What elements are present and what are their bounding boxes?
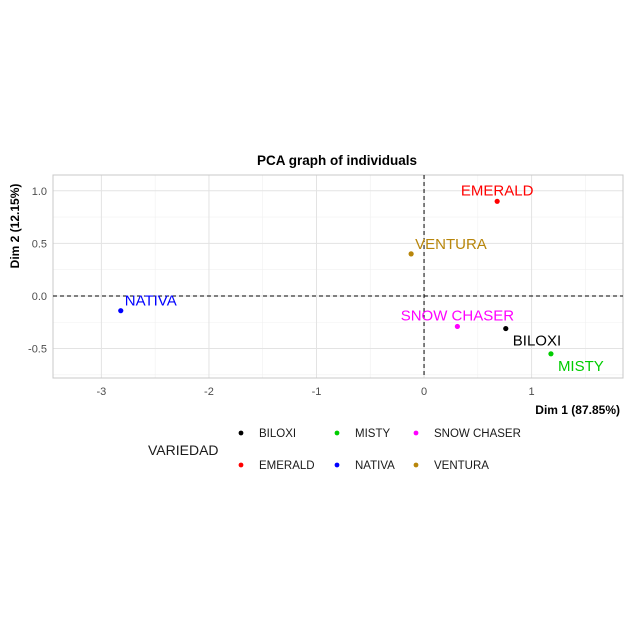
legend-key <box>334 462 340 468</box>
plot-panel: BILOXI EMERALD MISTY NATIVA SNOW CHASER VENTU… <box>52 174 624 379</box>
legend-key <box>238 462 244 468</box>
data-point <box>408 251 414 257</box>
data-point-label: SNOW CHASER <box>401 307 515 324</box>
data-point-label: EMERALD <box>461 182 534 199</box>
legend-label: NATIVA <box>355 460 395 472</box>
legend-key <box>238 430 244 436</box>
y-axis-title: Dim 2 (12.15%) <box>8 184 22 269</box>
legend: VARIEDAD BILOXI EMERALD MISTY NATIVA SNOW CH… <box>148 428 521 472</box>
legend-key <box>413 430 419 436</box>
y-tick-label: -0.5 <box>28 344 47 356</box>
y-tick-label: 0.5 <box>32 238 47 250</box>
data-point <box>118 308 124 314</box>
legend-label: EMERALD <box>259 460 315 472</box>
panel-border <box>52 174 624 379</box>
legend-label: SNOW CHASER <box>434 428 521 440</box>
legend-title: VARIEDAD <box>148 442 219 458</box>
data-point-label: MISTY <box>558 358 604 375</box>
x-tick-label: -3 <box>97 386 107 398</box>
legend-label: BILOXI <box>259 428 296 440</box>
x-tick-label: 1 <box>529 386 535 398</box>
chart-title: PCA graph of individuals <box>257 153 417 168</box>
data-point <box>494 198 500 204</box>
data-point-label: VENTURA <box>415 236 487 253</box>
x-tick-label: -1 <box>312 386 322 398</box>
x-tick-label: -2 <box>204 386 214 398</box>
data-point-label: NATIVA <box>125 293 177 310</box>
legend-label: VENTURA <box>434 460 489 472</box>
data-point-label: BILOXI <box>513 333 561 350</box>
x-axis-title: Dim 1 (87.85%) <box>535 403 620 417</box>
data-point <box>548 351 554 357</box>
y-tick-label: 1.0 <box>32 186 47 198</box>
data-point <box>503 325 509 332</box>
data-point <box>454 323 460 330</box>
legend-label: MISTY <box>355 428 390 440</box>
x-tick-label: 0 <box>421 386 427 398</box>
axis-ticks: -3 -2 -1 0 1 -0.5 0.0 0.5 1.0 <box>28 186 535 398</box>
legend-key <box>413 462 419 468</box>
legend-key <box>334 430 340 436</box>
y-tick-label: 0.0 <box>32 291 47 303</box>
